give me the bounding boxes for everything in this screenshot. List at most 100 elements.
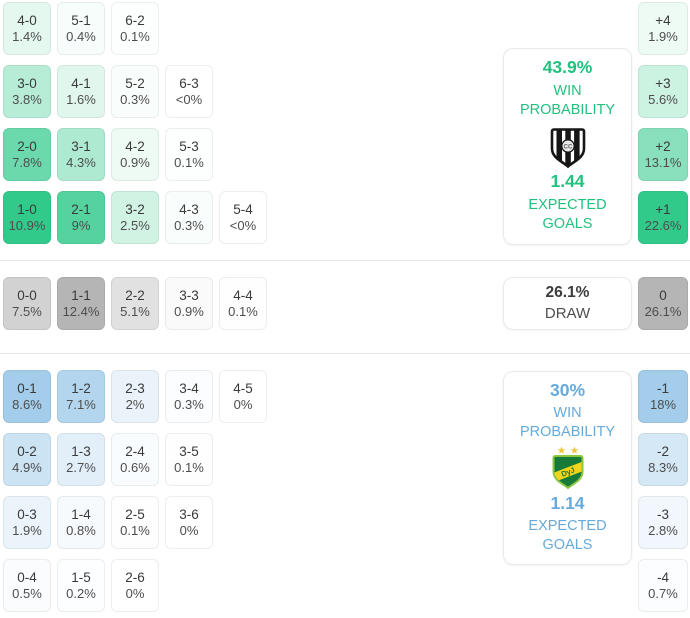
score-label: 5-2	[125, 75, 145, 91]
probability-label: 0.1%	[120, 29, 150, 45]
score-label: 4-0	[17, 12, 37, 28]
score-label: 3-0	[17, 75, 37, 91]
defensa-y-justicia-crest: DyJ	[548, 446, 588, 490]
away-win-probability-value: 30%	[549, 379, 586, 400]
score-cell: 2-2 5.1%	[111, 277, 159, 330]
probability-label: 0.7%	[648, 586, 678, 602]
probability-label: 12.4%	[62, 304, 100, 320]
probability-label: 2.5%	[120, 218, 150, 234]
score-label: 1-3	[71, 443, 91, 459]
probability-label: 0.1%	[228, 304, 258, 320]
probability-label: 1.6%	[66, 92, 96, 108]
score-label: 0	[659, 287, 667, 303]
score-cell: 4-4 0.1%	[219, 277, 267, 330]
probability-label: 0.9%	[120, 155, 150, 171]
score-label: 0-4	[17, 569, 37, 585]
probability-label: 0.4%	[66, 29, 96, 45]
score-label: 6-2	[125, 12, 145, 28]
probability-label: 0%	[125, 586, 145, 602]
probability-label: 0.6%	[120, 460, 150, 476]
score-cell: 0-1 8.6%	[3, 370, 51, 423]
score-label: 3-4	[179, 380, 199, 396]
score-label: 2-0	[17, 138, 37, 154]
score-label: -1	[656, 380, 669, 396]
score-label: 6-3	[179, 75, 199, 91]
score-cell: 4-2 0.9%	[111, 128, 159, 181]
score-cell: +4 1.9%	[638, 2, 688, 55]
score-cell: 6-3 <0%	[165, 65, 213, 118]
score-cell: 2-6 0%	[111, 559, 159, 612]
score-label: 1-4	[71, 506, 91, 522]
score-cell: 3-2 2.5%	[111, 191, 159, 244]
score-label: 2-1	[71, 201, 91, 217]
score-row: 2-0 7.8% 3-1 4.3% 4-2 0.9% 5-3 0.1%	[3, 128, 267, 181]
score-cell: 0-4 0.5%	[3, 559, 51, 612]
score-label: +1	[655, 201, 671, 217]
score-cell: -2 8.3%	[638, 433, 688, 486]
score-cell: 3-4 0.3%	[165, 370, 213, 423]
score-label: 1-2	[71, 380, 91, 396]
probability-label: 0.1%	[120, 523, 150, 539]
score-label: 4-4	[233, 287, 253, 303]
score-cell: 1-4 0.8%	[57, 496, 105, 549]
score-label: 1-1	[71, 287, 91, 303]
home-expected-goals-value: 1.44	[550, 170, 585, 191]
score-cell: +1 22.6%	[638, 191, 688, 244]
score-cell: 1-3 2.7%	[57, 433, 105, 486]
section-divider	[0, 260, 690, 261]
score-label: 0-2	[17, 443, 37, 459]
probability-label: 0.2%	[66, 586, 96, 602]
score-cell: 2-4 0.6%	[111, 433, 159, 486]
probability-label: 2.8%	[648, 523, 678, 539]
score-label: 4-2	[125, 138, 145, 154]
probability-label: 0.3%	[174, 397, 204, 413]
probability-label: 0.1%	[174, 155, 204, 171]
score-cell: 0-2 4.9%	[3, 433, 51, 486]
score-cell: 3-5 0.1%	[165, 433, 213, 486]
score-label: 2-3	[125, 380, 145, 396]
probability-label: 1.9%	[12, 523, 42, 539]
probability-label: 3.8%	[12, 92, 42, 108]
score-label: 4-3	[179, 201, 199, 217]
probability-label: 10.9%	[8, 218, 46, 234]
score-label: 2-4	[125, 443, 145, 459]
away-goal-difference-column: -1 18% -2 8.3% -3 2.8% -4 0.7%	[638, 370, 688, 618]
probability-label: 18%	[649, 397, 677, 413]
draw-probability-value: 26.1%	[545, 283, 590, 301]
score-label: 5-3	[179, 138, 199, 154]
score-label: -4	[656, 569, 669, 585]
away-win-summary-card: 30% WIN PROBABILITY DyJ	[503, 371, 632, 565]
score-label: 4-5	[233, 380, 253, 396]
probability-label: 0.1%	[174, 460, 204, 476]
score-cell: 3-0 3.8%	[3, 65, 51, 118]
probability-label: 0.5%	[12, 586, 42, 602]
score-cell: 2-3 2%	[111, 370, 159, 423]
score-row: 0-0 7.5% 1-1 12.4% 2-2 5.1% 3-3 0.9% 4-4 0.1%	[3, 277, 267, 330]
probability-label: 8.6%	[12, 397, 42, 413]
score-label: +4	[655, 12, 671, 28]
score-row: 0-2 4.9% 1-3 2.7% 2-4 0.6% 3-5 0.1%	[3, 433, 267, 486]
away-expected-goals-label: EXPECTED GOALS	[528, 517, 607, 553]
away-win-score-grid: 0-1 8.6% 1-2 7.1% 2-3 2% 3-4 0.3% 4-5 0% 0-2 4.9% 1-…	[3, 370, 267, 618]
score-label: -3	[656, 506, 669, 522]
probability-label: 7.8%	[12, 155, 42, 171]
score-cell: 3-1 4.3%	[57, 128, 105, 181]
score-cell: -4 0.7%	[638, 559, 688, 612]
score-label: 0-0	[17, 287, 37, 303]
score-cell: 1-0 10.9%	[3, 191, 51, 244]
score-cell: 2-5 0.1%	[111, 496, 159, 549]
score-row: 0-4 0.5% 1-5 0.2% 2-6 0%	[3, 559, 267, 612]
probability-label: 26.1%	[644, 304, 682, 320]
home-win-summary-card: 43.9% WIN PROBABILITY CC 1.	[503, 48, 632, 245]
probability-label: 4.9%	[12, 460, 42, 476]
away-expected-goals-value: 1.14	[550, 492, 585, 513]
score-row: 3-0 3.8% 4-1 1.6% 5-2 0.3% 6-3 <0%	[3, 65, 267, 118]
score-cell: 5-3 0.1%	[165, 128, 213, 181]
score-label: 3-6	[179, 506, 199, 522]
score-cell: 1-1 12.4%	[57, 277, 105, 330]
score-label: 3-3	[179, 287, 199, 303]
away-win-probability-label: WIN PROBABILITY	[519, 404, 616, 440]
score-label: -2	[656, 443, 669, 459]
score-label: 3-2	[125, 201, 145, 217]
